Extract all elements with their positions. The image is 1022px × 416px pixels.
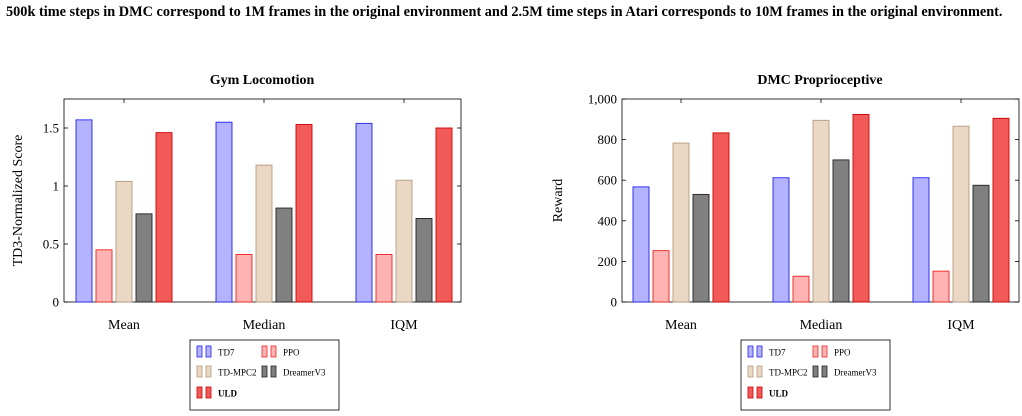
chart2-y-tick-label: 1,000 [588, 92, 617, 107]
chart1-legend-swatch-td7 [196, 345, 203, 358]
chart1-y-axis-label: TD3-Normalized Score [11, 135, 26, 267]
chart2-bar-ppo-mean [652, 250, 670, 303]
chart2-legend-label-ppo: PPO [834, 348, 851, 358]
chart1-bar-td-mpc2-mean [115, 180, 133, 303]
chart1-legend-swatch2-ppo [270, 345, 277, 358]
chart1-legend-label-dreamerv3: DreamerV3 [283, 368, 326, 378]
chart1-bar-td-mpc2-iqm [395, 179, 413, 303]
figure-caption: 500k time steps in DMC correspond to 1M … [6, 4, 1003, 20]
chart1-y-tick-label: 0 [53, 295, 60, 310]
chart1-legend-swatch-uld [196, 386, 203, 399]
chart2-bar-td7-mean [632, 186, 650, 303]
chart1-bar-ppo-median [235, 253, 253, 303]
chart1-legend-label-ppo: PPO [283, 348, 300, 358]
chart2-bar-dreamerv3-mean [692, 193, 710, 303]
chart2-legend-swatch2-dreamerv3 [821, 365, 828, 378]
chart2-bar-dreamerv3-median [832, 159, 850, 303]
chart1-bar-uld-mean [155, 132, 173, 303]
chart1-bar-uld-median [295, 124, 313, 303]
chart2-legend-label-td-mpc2: TD-MPC2 [769, 368, 808, 378]
chart1-legend-swatch-td-mpc2 [196, 365, 203, 378]
chart2-bar-ppo-median [792, 275, 810, 303]
chart2-y-tick-label: 800 [598, 132, 618, 147]
chart2-legend-swatch-dreamerv3 [812, 365, 819, 378]
chart2-legend-label-uld: ULD [769, 389, 789, 399]
chart1-x-tick-label-mean: Mean [108, 318, 140, 333]
chart2-x-tick-label-mean: Mean [665, 318, 697, 333]
chart1-bar-dreamerv3-mean [135, 213, 153, 303]
chart1-legend-swatch2-uld [205, 386, 212, 399]
chart1-bar-ppo-mean [95, 249, 113, 303]
chart2-bar-uld-iqm [992, 117, 1010, 303]
chart1-legend-label-td7: TD7 [218, 348, 235, 358]
chart2-x-tick-label-iqm: IQM [947, 318, 975, 333]
chart1-bar-dreamerv3-iqm [415, 218, 433, 303]
chart2-x-tick-label-median: Median [800, 318, 843, 333]
chart1-y-tick-label: 1.5 [43, 121, 59, 136]
chart1-legend-swatch-dreamerv3 [261, 365, 268, 378]
chart1-legend-swatch-ppo [261, 345, 268, 358]
chart2-legend-swatch-td7 [747, 345, 754, 358]
chart1-bar-ppo-iqm [375, 253, 393, 303]
chart2-legend-swatch2-td7 [756, 345, 763, 358]
chart1-bar-uld-iqm [435, 127, 453, 303]
chart1-y-tick-label: 0.5 [43, 237, 59, 252]
chart2-title: DMC Proprioceptive [757, 73, 882, 88]
chart1-legend-label-uld: ULD [218, 389, 238, 399]
chart2-bar-ppo-iqm [932, 270, 950, 303]
chart2-y-tick-label: 0 [611, 295, 618, 310]
chart2-legend-swatch2-uld [756, 386, 763, 399]
chart2-legend-label-td7: TD7 [769, 348, 786, 358]
chart2-legend-swatch2-ppo [821, 345, 828, 358]
chart1-x-tick-label-median: Median [243, 318, 286, 333]
chart1-bar-td7-median [215, 121, 233, 303]
chart2-bar-td-mpc2-iqm [952, 125, 970, 303]
chart2-bar-uld-median [852, 113, 870, 303]
chart1-legend-swatch2-td7 [205, 345, 212, 358]
chart1-bar-td7-mean [75, 119, 93, 303]
chart2-legend-swatch2-td-mpc2 [756, 365, 763, 378]
chart2-legend-label-dreamerv3: DreamerV3 [834, 368, 877, 378]
chart1-legend-swatch2-td-mpc2 [205, 365, 212, 378]
chart1-title: Gym Locomotion [210, 73, 315, 88]
chart2-legend-swatch-td-mpc2 [747, 365, 754, 378]
chart1-x-tick-label-iqm: IQM [390, 318, 418, 333]
chart1-legend-label-td-mpc2: TD-MPC2 [218, 368, 257, 378]
chart1-bar-dreamerv3-median [275, 207, 293, 303]
chart2-y-axis-label: Reward [551, 179, 566, 223]
chart1-y-tick-label: 1 [53, 179, 60, 194]
chart2-bar-td-mpc2-mean [672, 142, 690, 303]
chart2-legend-swatch-uld [747, 386, 754, 399]
chart2-legend-swatch-ppo [812, 345, 819, 358]
chart2-bar-td7-median [772, 177, 790, 303]
chart2-bar-td-mpc2-median [812, 119, 830, 303]
chart1-bar-td7-iqm [355, 122, 373, 303]
chart1-bar-td-mpc2-median [255, 164, 273, 303]
chart2-y-tick-label: 200 [598, 254, 618, 269]
chart1-legend-swatch2-dreamerv3 [270, 365, 277, 378]
chart2-bar-uld-mean [712, 132, 730, 303]
chart2-bar-dreamerv3-iqm [972, 184, 990, 303]
chart2-y-tick-label: 400 [598, 213, 618, 228]
chart2-bar-td7-iqm [912, 177, 930, 303]
chart2-y-tick-label: 600 [598, 173, 618, 188]
